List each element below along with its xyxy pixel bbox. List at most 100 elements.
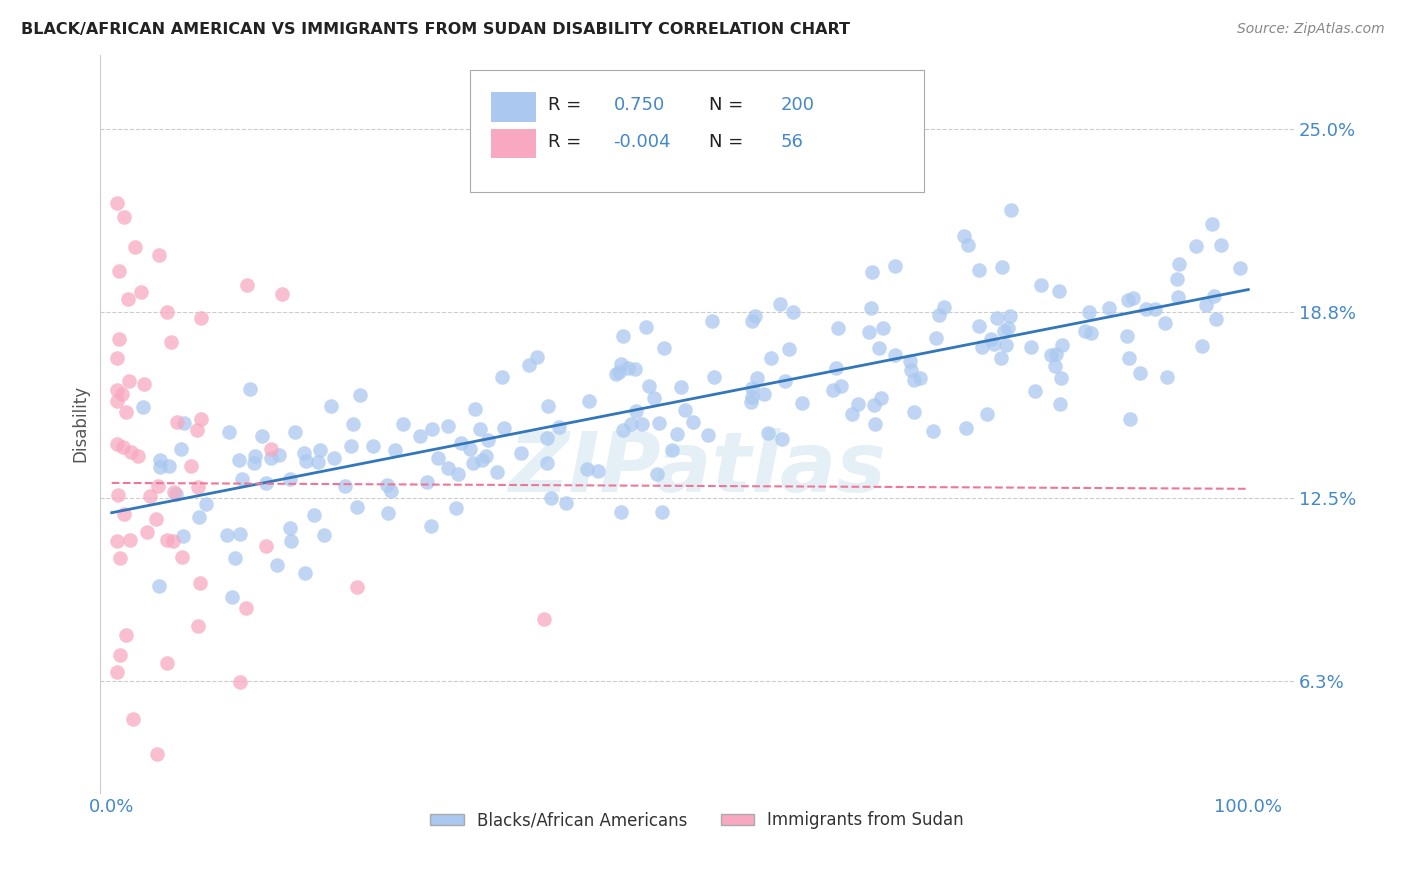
Point bbox=[612, 329, 634, 343]
Point bbox=[235, 600, 257, 615]
Point bbox=[420, 422, 443, 436]
Point bbox=[790, 396, 813, 410]
Point bbox=[1202, 289, 1225, 303]
Point bbox=[156, 305, 179, 319]
Point bbox=[224, 551, 246, 566]
Point bbox=[547, 420, 569, 434]
Point bbox=[269, 448, 291, 462]
Point bbox=[922, 424, 945, 438]
Point bbox=[741, 390, 763, 404]
Point bbox=[863, 417, 886, 431]
Point bbox=[934, 301, 956, 315]
Point bbox=[752, 387, 775, 401]
Point bbox=[652, 341, 675, 355]
Point bbox=[105, 394, 128, 409]
Point bbox=[651, 505, 673, 519]
Point bbox=[1029, 278, 1052, 293]
Point bbox=[349, 388, 371, 402]
Point bbox=[260, 442, 283, 457]
Point bbox=[980, 331, 1002, 345]
Point bbox=[243, 456, 266, 470]
Point bbox=[669, 380, 692, 394]
Point bbox=[761, 351, 783, 365]
Point bbox=[416, 475, 439, 489]
Point bbox=[458, 442, 481, 456]
Point bbox=[278, 521, 301, 535]
Point bbox=[986, 311, 1008, 326]
Point bbox=[1047, 284, 1070, 298]
Point bbox=[830, 378, 852, 392]
Point bbox=[108, 264, 131, 278]
Point bbox=[612, 423, 634, 437]
Text: -0.004: -0.004 bbox=[613, 133, 671, 151]
Point bbox=[447, 467, 470, 481]
Point bbox=[105, 351, 128, 365]
Point bbox=[1050, 338, 1073, 352]
Text: 0.750: 0.750 bbox=[613, 95, 665, 113]
Point bbox=[295, 453, 318, 467]
Point bbox=[872, 321, 894, 335]
Point bbox=[1201, 218, 1223, 232]
Point bbox=[825, 361, 848, 376]
Point bbox=[228, 453, 250, 467]
Point bbox=[377, 506, 399, 520]
Point bbox=[450, 436, 472, 450]
Point bbox=[526, 350, 548, 364]
Point bbox=[536, 457, 558, 471]
Point bbox=[120, 444, 142, 458]
Point bbox=[972, 340, 994, 354]
Point bbox=[346, 580, 368, 594]
Point bbox=[1167, 290, 1189, 304]
Point bbox=[1116, 293, 1139, 308]
Point bbox=[491, 370, 513, 384]
Point bbox=[778, 343, 800, 357]
Point bbox=[643, 391, 665, 405]
Point bbox=[186, 423, 208, 437]
Point bbox=[159, 334, 181, 349]
Point bbox=[266, 558, 288, 573]
Point bbox=[148, 247, 170, 261]
Y-axis label: Disability: Disability bbox=[72, 385, 89, 462]
Point bbox=[741, 314, 763, 328]
Point bbox=[187, 480, 209, 494]
Point bbox=[1115, 329, 1137, 343]
Point bbox=[827, 321, 849, 335]
Point bbox=[898, 353, 921, 368]
Point bbox=[231, 472, 253, 486]
Point bbox=[254, 539, 277, 553]
Point bbox=[990, 351, 1012, 365]
Point bbox=[335, 479, 357, 493]
Point bbox=[254, 475, 277, 490]
Point bbox=[957, 237, 980, 252]
Point bbox=[156, 533, 179, 547]
Point bbox=[610, 505, 633, 519]
Point bbox=[540, 491, 562, 506]
Point bbox=[190, 412, 212, 426]
Text: ZIPatlas: ZIPatlas bbox=[508, 427, 886, 508]
Point bbox=[408, 429, 430, 443]
Point bbox=[278, 472, 301, 486]
Point bbox=[768, 297, 790, 311]
Point bbox=[1154, 316, 1177, 330]
Point bbox=[903, 373, 925, 387]
Point bbox=[188, 575, 211, 590]
Text: BLACK/AFRICAN AMERICAN VS IMMIGRANTS FROM SUDAN DISABILITY CORRELATION CHART: BLACK/AFRICAN AMERICAN VS IMMIGRANTS FRO… bbox=[21, 22, 851, 37]
Point bbox=[260, 450, 283, 465]
Point bbox=[492, 421, 515, 435]
Point bbox=[741, 381, 763, 395]
Point bbox=[661, 443, 683, 458]
Point bbox=[648, 416, 671, 430]
Point bbox=[1077, 305, 1099, 319]
Point bbox=[1097, 301, 1119, 315]
Point bbox=[703, 369, 725, 384]
Point bbox=[245, 449, 267, 463]
Point bbox=[190, 310, 212, 325]
Point bbox=[610, 358, 633, 372]
Point bbox=[1045, 346, 1067, 360]
Legend: Blacks/African Americans, Immigrants from Sudan: Blacks/African Americans, Immigrants fro… bbox=[423, 805, 970, 836]
Point bbox=[976, 407, 998, 421]
Point bbox=[517, 358, 540, 372]
Point bbox=[120, 533, 142, 548]
Point bbox=[1156, 369, 1178, 384]
Point bbox=[841, 407, 863, 421]
